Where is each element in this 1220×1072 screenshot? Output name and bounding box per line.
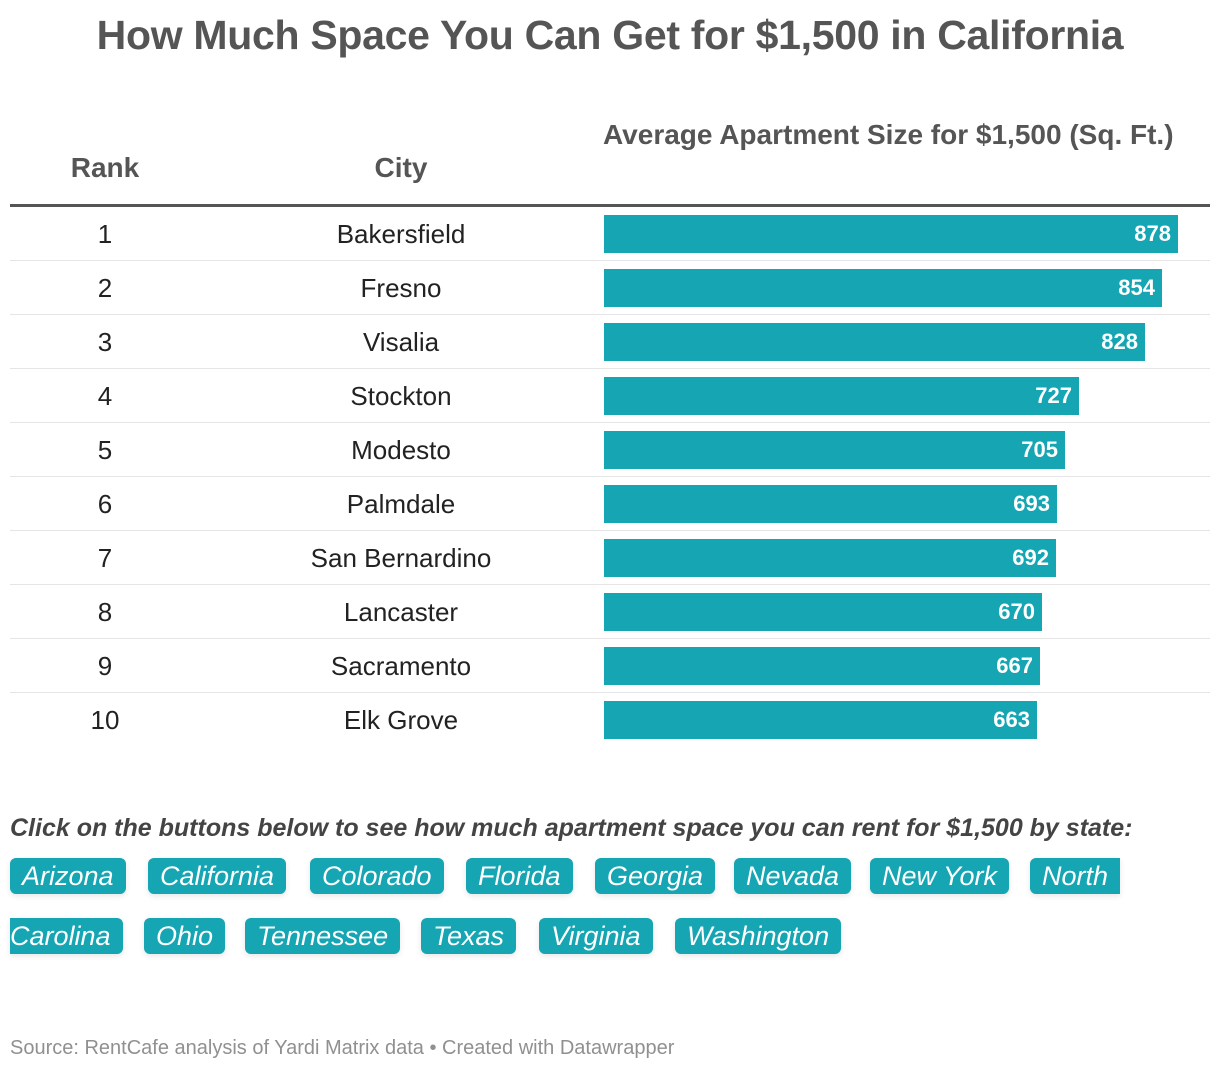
- size-bar: 727: [604, 377, 1079, 415]
- size-bar-label: 692: [1012, 539, 1049, 577]
- table-row: 7 San Bernardino 692: [10, 531, 1210, 585]
- size-bar-label: 854: [1118, 269, 1155, 307]
- size-bar: 670: [604, 593, 1042, 631]
- state-buttons-prompt: Click on the buttons below to see how mu…: [10, 814, 1132, 843]
- rank-cell: 2: [10, 261, 200, 315]
- source-footer: Source: RentCafe analysis of Yardi Matri…: [10, 1037, 674, 1060]
- size-bar-label: 727: [1035, 377, 1072, 415]
- size-bar: 692: [604, 539, 1056, 577]
- state-button-new-york[interactable]: New York: [870, 858, 1009, 894]
- table-row: 9 Sacramento 667: [10, 639, 1210, 693]
- city-cell: San Bernardino: [200, 531, 602, 585]
- city-cell: Palmdale: [200, 477, 602, 531]
- state-button-georgia[interactable]: Georgia: [595, 858, 715, 894]
- rank-cell: 10: [10, 693, 200, 747]
- size-bar: 878: [604, 215, 1178, 253]
- city-cell: Sacramento: [200, 639, 602, 693]
- state-button-virginia[interactable]: Virginia: [539, 918, 653, 954]
- city-cell: Visalia: [200, 315, 602, 369]
- table-row: 3 Visalia 828: [10, 315, 1210, 369]
- size-bar: 663: [604, 701, 1037, 739]
- size-bar-label: 878: [1134, 215, 1171, 253]
- rank-cell: 3: [10, 315, 200, 369]
- state-button-arizona[interactable]: Arizona: [10, 858, 126, 894]
- chart-title: How Much Space You Can Get for $1,500 in…: [0, 12, 1220, 59]
- city-cell: Lancaster: [200, 585, 602, 639]
- city-cell: Fresno: [200, 261, 602, 315]
- size-bar: 854: [604, 269, 1162, 307]
- table-row: 1 Bakersfield 878: [10, 207, 1210, 261]
- state-button-north-carolina-part1[interactable]: North: [1030, 858, 1120, 894]
- table-row: 2 Fresno 854: [10, 261, 1210, 315]
- table-row: 10 Elk Grove 663: [10, 693, 1210, 747]
- city-cell: Stockton: [200, 369, 602, 423]
- column-header-rank: Rank: [10, 152, 200, 184]
- size-bar: 693: [604, 485, 1057, 523]
- state-button-ohio[interactable]: Ohio: [144, 918, 225, 954]
- rank-cell: 1: [10, 207, 200, 261]
- table-row: 4 Stockton 727: [10, 369, 1210, 423]
- size-bar-label: 705: [1021, 431, 1058, 469]
- state-button-colorado[interactable]: Colorado: [310, 858, 444, 894]
- state-button-florida[interactable]: Florida: [466, 858, 573, 894]
- size-bar-label: 667: [996, 647, 1033, 685]
- state-button-north-carolina-part2[interactable]: Carolina: [10, 918, 123, 954]
- city-cell: Elk Grove: [200, 693, 602, 747]
- rank-cell: 6: [10, 477, 200, 531]
- city-cell: Bakersfield: [200, 207, 602, 261]
- state-button-california[interactable]: California: [148, 858, 286, 894]
- rank-cell: 8: [10, 585, 200, 639]
- rank-cell: 9: [10, 639, 200, 693]
- size-bar-label: 670: [998, 593, 1035, 631]
- size-bar: 828: [604, 323, 1145, 361]
- table-row: 6 Palmdale 693: [10, 477, 1210, 531]
- state-button-nevada[interactable]: Nevada: [734, 858, 851, 894]
- column-header-size: Average Apartment Size for $1,500 (Sq. F…: [603, 116, 1203, 153]
- rank-cell: 4: [10, 369, 200, 423]
- city-cell: Modesto: [200, 423, 602, 477]
- state-button-texas[interactable]: Texas: [421, 918, 516, 954]
- table-row: 5 Modesto 705: [10, 423, 1210, 477]
- size-bar: 667: [604, 647, 1040, 685]
- table-body: 1 Bakersfield 878 2 Fresno 854 3 Visalia 828 4 Sto…: [10, 207, 1210, 747]
- size-bar-label: 828: [1101, 323, 1138, 361]
- state-button-tennessee[interactable]: Tennessee: [245, 918, 400, 954]
- size-bar: 705: [604, 431, 1065, 469]
- size-bar-label: 693: [1013, 485, 1050, 523]
- rank-cell: 7: [10, 531, 200, 585]
- size-bar-label: 663: [993, 701, 1030, 739]
- table-row: 8 Lancaster 670: [10, 585, 1210, 639]
- rank-cell: 5: [10, 423, 200, 477]
- column-header-city: City: [200, 152, 602, 184]
- state-button-washington[interactable]: Washington: [675, 918, 841, 954]
